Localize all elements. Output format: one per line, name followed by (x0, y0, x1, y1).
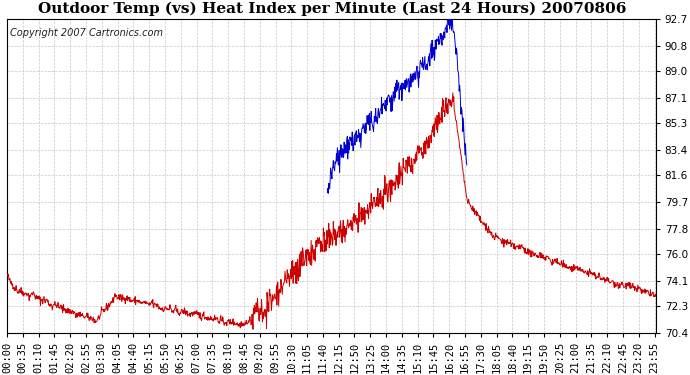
Text: Copyright 2007 Cartronics.com: Copyright 2007 Cartronics.com (10, 28, 164, 39)
Title: Outdoor Temp (vs) Heat Index per Minute (Last 24 Hours) 20070806: Outdoor Temp (vs) Heat Index per Minute … (37, 2, 626, 16)
